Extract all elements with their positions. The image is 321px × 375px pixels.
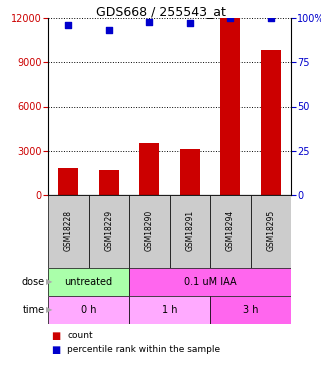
Point	[106, 27, 111, 33]
Bar	[169, 195, 210, 268]
Bar	[48, 268, 129, 296]
Point	[147, 18, 152, 24]
Text: GDS668 / 255543_at: GDS668 / 255543_at	[96, 5, 225, 18]
Bar	[89, 195, 129, 268]
Text: GSM18291: GSM18291	[185, 210, 194, 251]
Text: ■: ■	[51, 331, 60, 341]
Bar	[250, 195, 291, 268]
Bar	[48, 296, 129, 324]
Text: ▶: ▶	[47, 278, 53, 286]
Text: 3 h: 3 h	[243, 305, 258, 315]
Text: GSM18294: GSM18294	[226, 209, 235, 251]
Point	[268, 15, 273, 21]
Text: dose: dose	[22, 277, 45, 287]
Text: percentile rank within the sample: percentile rank within the sample	[67, 345, 221, 354]
Bar	[180, 149, 200, 195]
Text: time: time	[23, 305, 45, 315]
Bar	[129, 296, 210, 324]
Bar	[210, 296, 291, 324]
Bar	[220, 18, 240, 195]
Bar	[210, 195, 250, 268]
Point	[187, 20, 192, 26]
Text: untreated: untreated	[65, 277, 113, 287]
Text: GSM18295: GSM18295	[266, 209, 275, 251]
Text: 1 h: 1 h	[162, 305, 177, 315]
Bar	[48, 195, 89, 268]
Text: GSM18228: GSM18228	[64, 210, 73, 251]
Bar	[129, 268, 291, 296]
Text: GSM18290: GSM18290	[145, 209, 154, 251]
Point	[228, 15, 233, 21]
Text: ■: ■	[51, 345, 60, 355]
Text: 0 h: 0 h	[81, 305, 96, 315]
Bar	[99, 170, 119, 195]
Bar	[261, 51, 281, 195]
Bar	[129, 195, 169, 268]
Text: 0.1 uM IAA: 0.1 uM IAA	[184, 277, 236, 287]
Text: count: count	[67, 332, 93, 340]
Bar	[139, 143, 159, 195]
Point	[66, 22, 71, 28]
Bar	[58, 168, 78, 195]
Text: GSM18229: GSM18229	[104, 210, 113, 251]
Text: ▶: ▶	[47, 306, 53, 315]
